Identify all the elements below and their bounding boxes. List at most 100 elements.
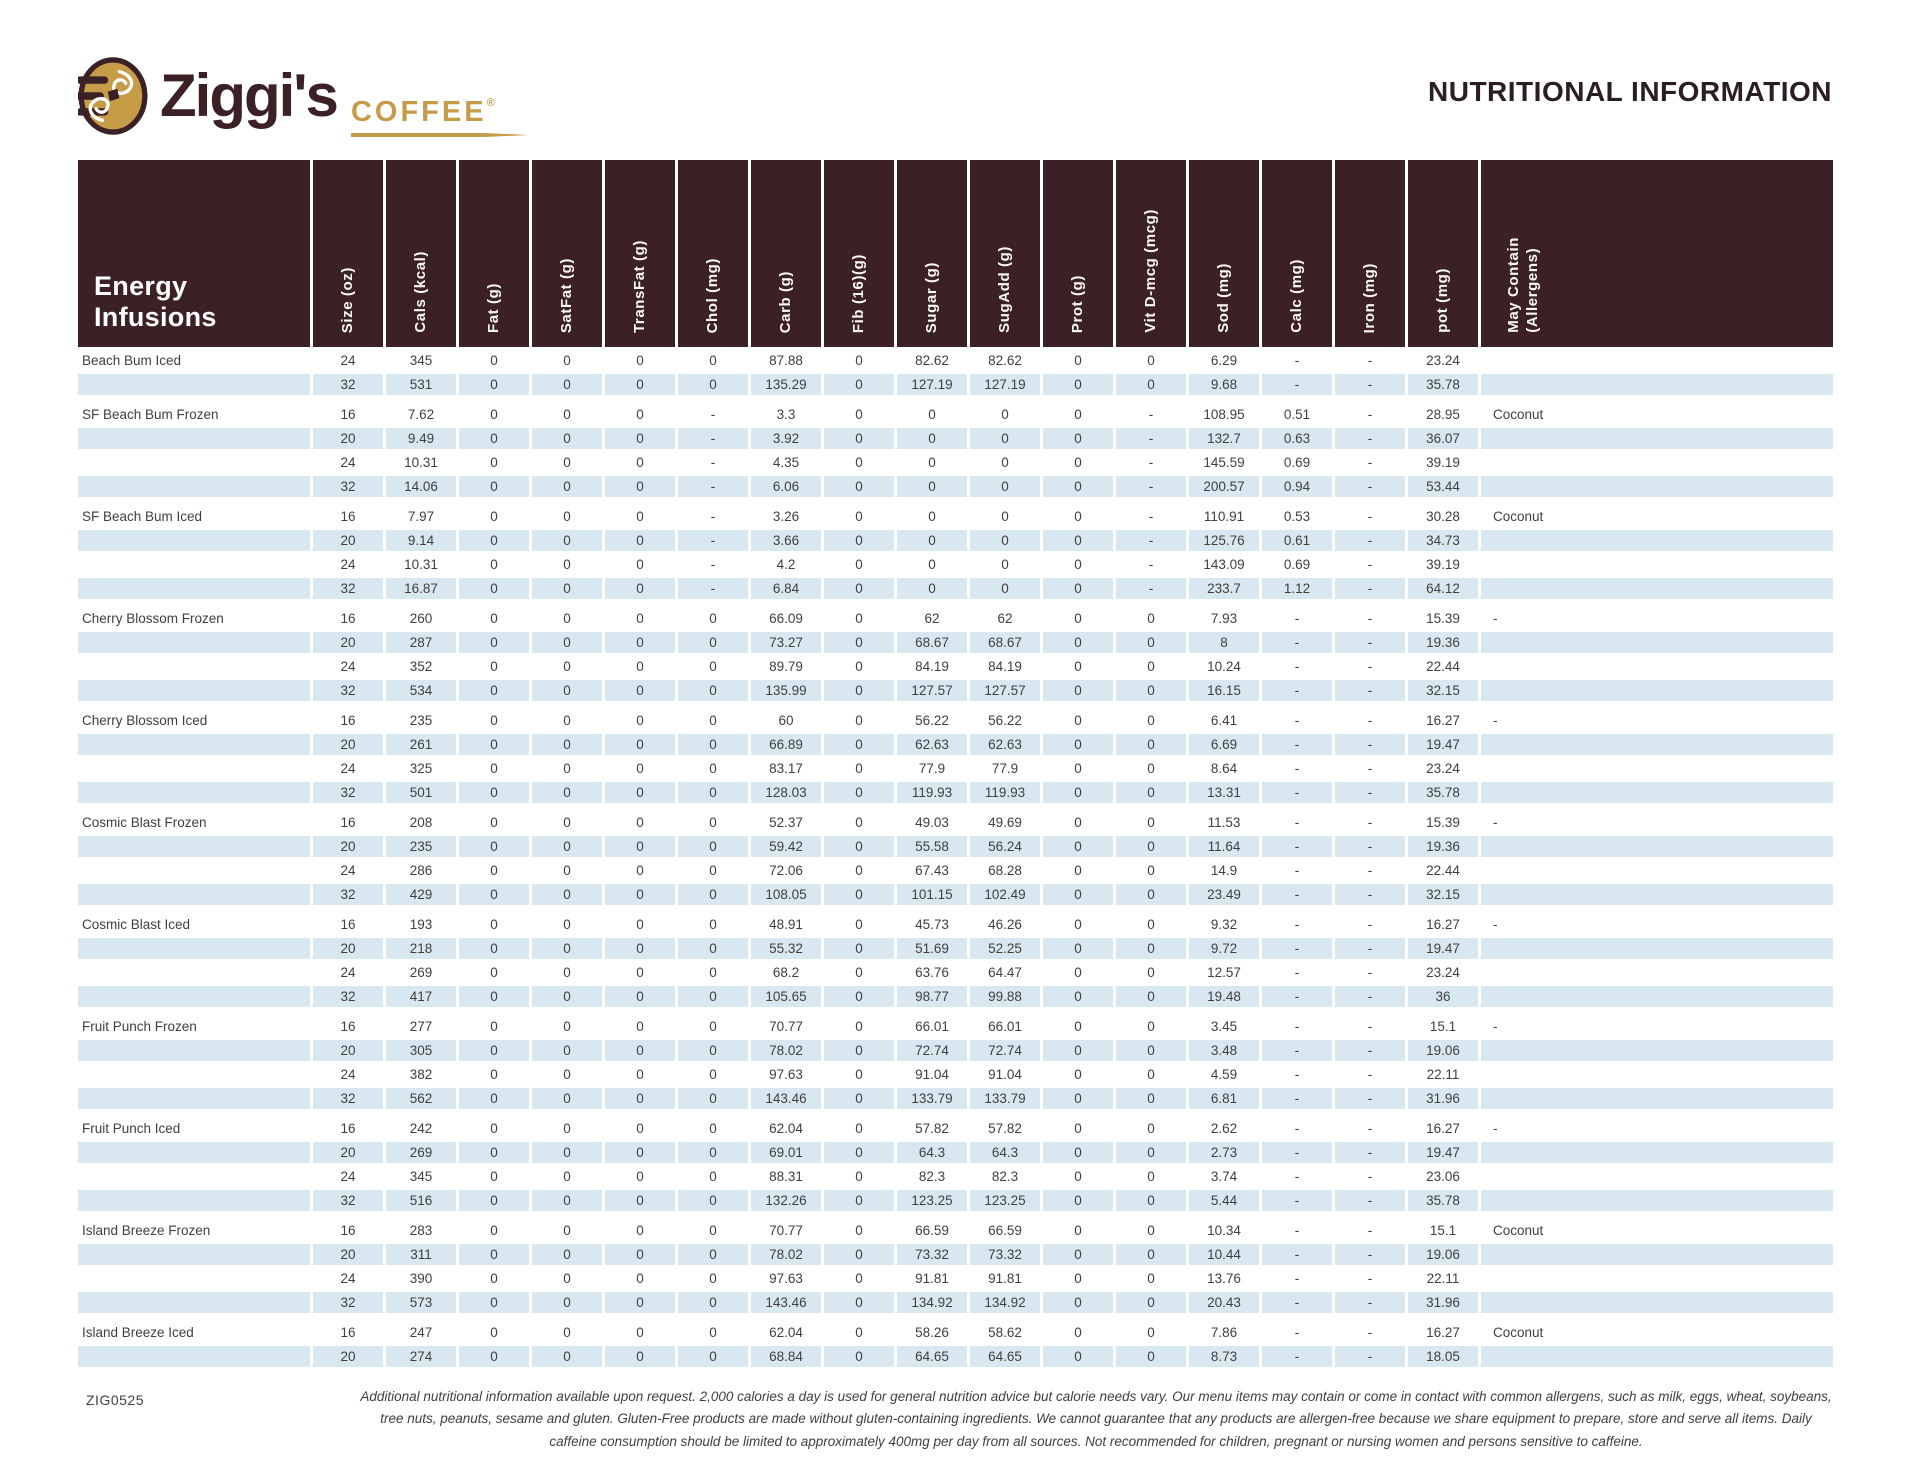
nutrition-table: Energy Infusions Size (oz) Cals (kcal) Fat… xyxy=(78,160,1833,1367)
value-cell: 0 xyxy=(1001,455,1009,470)
value-cell: 0 xyxy=(678,734,748,755)
value-cell: 20 xyxy=(313,632,383,653)
value-cell: 0 xyxy=(605,986,675,1007)
value-cell: 56.24 xyxy=(970,836,1040,857)
value-cell: 16 xyxy=(340,1019,356,1034)
value-cell: 235 xyxy=(409,713,433,728)
value-cell: 0 xyxy=(709,815,717,830)
value-cell: 22.44 xyxy=(1426,659,1460,674)
table-body: Beach Bum Iced 24 345 0 0 0 0 87.88 0 82.62 82.62 0… xyxy=(78,350,1833,1367)
value-cell: 0 xyxy=(855,815,863,830)
value-cell: 0 xyxy=(490,1121,498,1136)
value-cell: 52.25 xyxy=(970,938,1040,959)
value-cell: 0 xyxy=(563,1271,571,1286)
value-cell: 145.59 xyxy=(1203,455,1245,470)
value-cell: 70.77 xyxy=(769,1019,803,1034)
value-cell: 0 xyxy=(605,428,675,449)
value-cell: 0 xyxy=(855,1121,863,1136)
value-cell: 0 xyxy=(1074,455,1082,470)
value-cell: - xyxy=(1294,1271,1300,1286)
value-cell: 0 xyxy=(855,761,863,776)
value-cell: 0 xyxy=(1147,1325,1155,1340)
value-cell: 0 xyxy=(563,353,571,368)
value-cell: - xyxy=(1367,509,1373,524)
value-cell: - xyxy=(1367,1019,1373,1034)
value-cell: - xyxy=(1262,986,1332,1007)
value-cell: 18.05 xyxy=(1408,1346,1478,1367)
value-cell: 6.81 xyxy=(1189,1088,1259,1109)
value-cell: 0 xyxy=(897,578,967,599)
value-cell: 119.93 xyxy=(970,782,1040,803)
table-row: 32 14.06 0 0 0-6.06 0 0 0 0-200.57 0.94-53.44 xyxy=(78,476,1833,497)
column-header-cell: TransFat (g) xyxy=(605,160,675,347)
table-row: 32 573 0 0 0 0 143.46 0 134.92 134.92 0 0 20.43- -31.… xyxy=(78,1292,1833,1313)
value-cell: 22.11 xyxy=(1426,1067,1460,1082)
value-cell: 77.9 xyxy=(918,761,946,776)
value-cell: 0 xyxy=(678,1142,748,1163)
value-cell: - xyxy=(1262,1040,1332,1061)
value-cell: 0 xyxy=(1147,863,1155,878)
value-cell: 0 xyxy=(1043,884,1113,905)
value-cell: 16 xyxy=(340,917,356,932)
value-cell: 0 xyxy=(970,578,1040,599)
value-cell: 0 xyxy=(1043,374,1113,395)
value-cell: 0 xyxy=(563,407,571,422)
value-cell: 0 xyxy=(824,530,894,551)
value-cell: 68.2 xyxy=(772,965,800,980)
value-cell: 0 xyxy=(709,611,717,626)
value-cell: 16 xyxy=(340,1325,356,1340)
value-cell: 0 xyxy=(1043,1244,1113,1265)
value-cell: 20 xyxy=(313,938,383,959)
value-cell: 0 xyxy=(1147,353,1155,368)
value-cell: 0 xyxy=(678,1190,748,1211)
value-cell: 102.49 xyxy=(970,884,1040,905)
product-name-cell: Cosmic Blast Iced xyxy=(82,917,191,932)
value-cell: 132.7 xyxy=(1189,428,1259,449)
value-cell: 32 xyxy=(313,1190,383,1211)
value-cell: 20 xyxy=(313,428,383,449)
value-cell: 97.63 xyxy=(769,1271,803,1286)
value-cell: 62.04 xyxy=(769,1121,803,1136)
value-cell: 0 xyxy=(1116,1292,1186,1313)
value-cell: 10.24 xyxy=(1207,659,1241,674)
value-cell: 0 xyxy=(1147,1067,1155,1082)
allergen-cell xyxy=(1481,836,1833,857)
table-row: 20 269 0 0 0 0 69.01 0 64.3 64.3 0 0 2.73- -19.47 xyxy=(78,1142,1833,1163)
value-cell: 0 xyxy=(897,530,967,551)
allergen-cell xyxy=(1481,758,1833,779)
value-cell: 0 xyxy=(1116,1040,1186,1061)
value-cell: 0 xyxy=(1074,611,1082,626)
value-cell: 0 xyxy=(459,632,529,653)
value-cell: 16 xyxy=(340,509,356,524)
value-cell: 0 xyxy=(824,632,894,653)
value-cell: 10.31 xyxy=(404,557,438,572)
value-cell: - xyxy=(678,578,748,599)
value-cell: 128.03 xyxy=(751,782,821,803)
value-cell: 20 xyxy=(313,1244,383,1265)
value-cell: - xyxy=(1262,1292,1332,1313)
value-cell: 4.35 xyxy=(772,455,800,470)
value-cell: 0 xyxy=(563,917,571,932)
value-cell: 0 xyxy=(563,509,571,524)
value-cell: 0 xyxy=(563,1121,571,1136)
value-cell: 0 xyxy=(1074,1325,1082,1340)
value-cell: 32.15 xyxy=(1408,680,1478,701)
value-cell: 10.34 xyxy=(1207,1223,1241,1238)
value-cell: 0 xyxy=(709,1169,717,1184)
value-cell: 64.3 xyxy=(897,1142,967,1163)
value-cell: - xyxy=(1335,734,1405,755)
allergen-cell xyxy=(1481,428,1833,449)
value-cell: - xyxy=(1335,1292,1405,1313)
value-cell: - xyxy=(1294,965,1300,980)
value-cell: 0 xyxy=(1116,836,1186,857)
value-cell: 287 xyxy=(386,632,456,653)
value-cell: 0 xyxy=(459,374,529,395)
value-cell: 208 xyxy=(409,815,433,830)
value-cell: 0 xyxy=(490,965,498,980)
value-cell: - xyxy=(1294,611,1300,626)
value-cell: 87.88 xyxy=(769,353,803,368)
value-cell: 0 xyxy=(1147,1121,1155,1136)
value-cell: 0 xyxy=(678,1040,748,1061)
value-cell: 58.62 xyxy=(988,1325,1022,1340)
value-cell: 24 xyxy=(340,1067,356,1082)
